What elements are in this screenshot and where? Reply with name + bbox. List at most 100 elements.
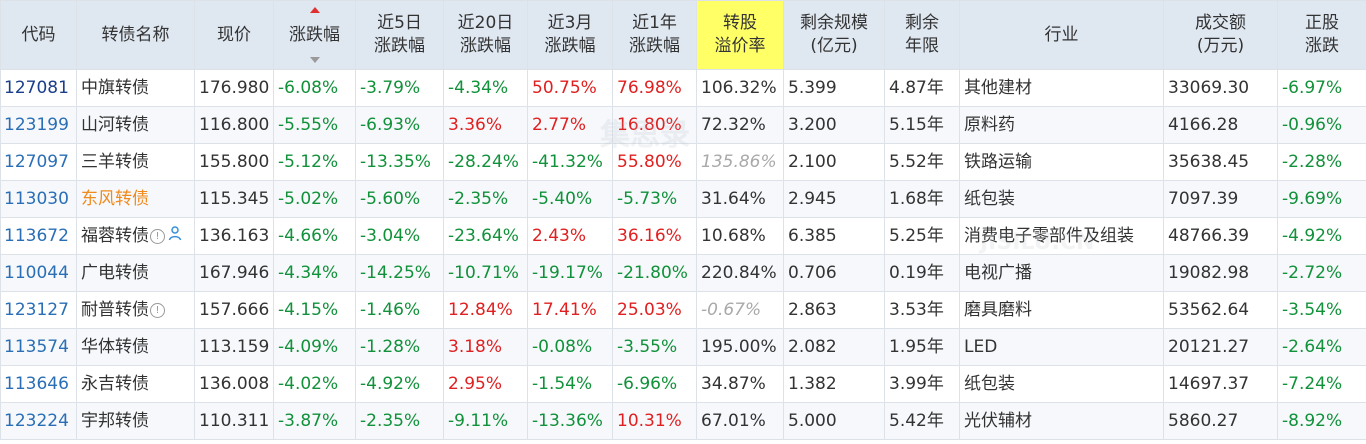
col-header-scale[interactable]: 剩余规模 (亿元) [783, 0, 885, 70]
col-header-stock-change[interactable]: 正股 涨跌 [1277, 0, 1366, 70]
info-icon[interactable]: ! [150, 302, 165, 318]
col-header-turnover[interactable]: 成交额 (万元) [1163, 0, 1278, 70]
table-row[interactable]: 123127 耐普转债! 157.666 -4.15% -1.46% 12.84% 17.4… [0, 291, 1366, 329]
years-cell: 5.25年 [884, 217, 960, 255]
change-1year-cell-text: 25.03% [617, 300, 682, 320]
header-label: 涨跌幅 [544, 36, 596, 56]
bond-code-link[interactable]: 123224 [0, 402, 77, 440]
bond-code-link-text[interactable]: 123127 [4, 300, 69, 320]
price-cell-text: 155.800 [199, 152, 270, 172]
change-5day-cell: -3.04% [355, 217, 444, 255]
premium-cell-text: 106.32% [701, 78, 777, 98]
scale-cell-text: 2.082 [788, 337, 837, 357]
table-row[interactable]: 127081 中旗转债 176.980 -6.08% -3.79% -4.34% 50.75… [0, 69, 1366, 107]
years-cell: 3.53年 [884, 291, 960, 329]
bond-name-link-text[interactable]: 中旗转债 [81, 78, 149, 98]
bond-name-link[interactable]: 永吉转债 [76, 365, 195, 403]
col-header-code[interactable]: 代码 [0, 0, 77, 70]
bond-code-link[interactable]: 123199 [0, 106, 77, 144]
change-20day-cell: -4.34% [443, 69, 528, 107]
user-icon[interactable] [167, 219, 183, 254]
bond-code-link-text[interactable]: 113646 [4, 374, 69, 394]
bond-name-link[interactable]: 三羊转债 [76, 143, 195, 181]
bond-code-link[interactable]: 113574 [0, 328, 77, 366]
bond-name-link[interactable]: 广电转债 [76, 254, 195, 292]
header-label: (亿元) [810, 36, 858, 56]
bond-code-link-text[interactable]: 127097 [4, 152, 69, 172]
table-row[interactable]: 123224 宇邦转债 110.311 -3.87% -2.35% -9.11% -13.3… [0, 402, 1366, 440]
col-header-20day[interactable]: 近20日 涨跌幅 [443, 0, 528, 70]
turnover-cell-text: 33069.30 [1168, 78, 1250, 98]
header-row: 代码 转债名称 现价 涨跌幅 近5日 涨跌幅 近20日 涨跌幅 近3月 涨跌幅 近1年… [0, 0, 1366, 70]
scale-cell: 3.200 [783, 106, 885, 144]
col-header-5day[interactable]: 近5日 涨跌幅 [355, 0, 444, 70]
bond-name-link-text[interactable]: 山河转债 [81, 115, 149, 135]
col-header-premium[interactable]: 转股 溢价率 [696, 0, 784, 70]
bond-code-link-text[interactable]: 123224 [4, 411, 69, 431]
price-cell: 115.345 [194, 180, 274, 218]
bond-name-link-text[interactable]: 福蓉转债 [81, 226, 149, 246]
years-cell: 0.19年 [884, 254, 960, 292]
bond-name-link[interactable]: 东风转债 [76, 180, 195, 218]
bond-name-link[interactable]: 山河转债 [76, 106, 195, 144]
change-1year-cell: 55.80% [612, 143, 697, 181]
scale-cell-text: 5.399 [788, 78, 837, 98]
price-cell-text: 136.008 [199, 374, 270, 394]
bond-code-link-text[interactable]: 113574 [4, 337, 69, 357]
bond-name-link[interactable]: 华体转债 [76, 328, 195, 366]
premium-cell: 67.01% [696, 402, 784, 440]
bond-name-link-text[interactable]: 三羊转债 [81, 152, 149, 172]
bond-name-link-text[interactable]: 广电转债 [81, 263, 149, 283]
bond-name-link-text[interactable]: 东风转债 [81, 189, 149, 209]
col-header-industry[interactable]: 行业 [959, 0, 1164, 70]
table-row[interactable]: 113574 华体转债 113.159 -4.09% -1.28% 3.18% -0.08%… [0, 328, 1366, 366]
bond-name-link-text[interactable]: 宇邦转债 [81, 411, 149, 431]
table-row[interactable]: 127097 三羊转债 155.800 -5.12% -13.35% -28.24% -41… [0, 143, 1366, 181]
bond-code-link[interactable]: 113646 [0, 365, 77, 403]
bond-code-link-text[interactable]: 113672 [4, 226, 69, 246]
turnover-cell-text: 20121.27 [1168, 337, 1250, 357]
industry-cell: 纸包装 [959, 180, 1164, 218]
bond-code-link[interactable]: 110044 [0, 254, 77, 292]
years-cell: 5.42年 [884, 402, 960, 440]
bond-code-link-text[interactable]: 113030 [4, 189, 69, 209]
header-label: (万元) [1196, 36, 1245, 56]
col-header-name[interactable]: 转债名称 [76, 0, 195, 70]
stock-change-cell-text: -3.54% [1282, 300, 1343, 320]
change-3month-cell-text: 2.43% [532, 226, 587, 246]
col-header-change[interactable]: 涨跌幅 [273, 0, 356, 70]
table-row[interactable]: 110044 广电转债 167.946 -4.34% -14.25% -10.71% -19… [0, 254, 1366, 292]
change-20day-cell-text: 3.36% [448, 115, 503, 135]
bond-code-link[interactable]: 113030 [0, 180, 77, 218]
price-cell: 155.800 [194, 143, 274, 181]
bond-code-link[interactable]: 113672 [0, 217, 77, 255]
table-row[interactable]: 113672 福蓉转债! 136.163 -4.66% -3.04% -23.64% 2.4… [0, 217, 1366, 255]
bond-name-link-text[interactable]: 华体转债 [81, 337, 149, 357]
col-header-1year[interactable]: 近1年 涨跌幅 [612, 0, 697, 70]
bond-code-link-text[interactable]: 123199 [4, 115, 69, 135]
bond-name-link[interactable]: 福蓉转债! [76, 217, 195, 255]
bond-name-link-text[interactable]: 永吉转债 [81, 374, 149, 394]
table-row[interactable]: 123199 山河转债 116.800 -5.55% -6.93% 3.36% 2.77% 1… [0, 106, 1366, 144]
years-cell-text: 5.25年 [889, 226, 944, 246]
scale-cell-text: 6.385 [788, 226, 837, 246]
premium-cell: 31.64% [696, 180, 784, 218]
bond-code-link-text[interactable]: 110044 [4, 263, 69, 283]
price-cell: 116.800 [194, 106, 274, 144]
table-row[interactable]: 113030 东风转债 115.345 -5.02% -5.60% -2.35% -5.40… [0, 180, 1366, 218]
bond-name-link[interactable]: 宇邦转债 [76, 402, 195, 440]
bond-code-link[interactable]: 123127 [0, 291, 77, 329]
info-icon[interactable]: ! [150, 228, 165, 244]
scale-cell-text: 2.945 [788, 189, 837, 209]
bond-name-link-text[interactable]: 耐普转债 [81, 300, 149, 320]
bond-name-link[interactable]: 耐普转债! [76, 291, 195, 329]
table-row[interactable]: 113646 永吉转债 136.008 -4.02% -4.92% 2.95% -1.54%… [0, 365, 1366, 403]
bond-name-link[interactable]: 中旗转债 [76, 69, 195, 107]
bond-code-link[interactable]: 127097 [0, 143, 77, 181]
change-20day-cell-text: -23.64% [448, 226, 519, 246]
bond-code-link[interactable]: 127081 [0, 69, 77, 107]
bond-code-link-text[interactable]: 127081 [4, 78, 69, 98]
col-header-price[interactable]: 现价 [194, 0, 274, 70]
col-header-years[interactable]: 剩余 年限 [884, 0, 960, 70]
col-header-3month[interactable]: 近3月 涨跌幅 [527, 0, 613, 70]
